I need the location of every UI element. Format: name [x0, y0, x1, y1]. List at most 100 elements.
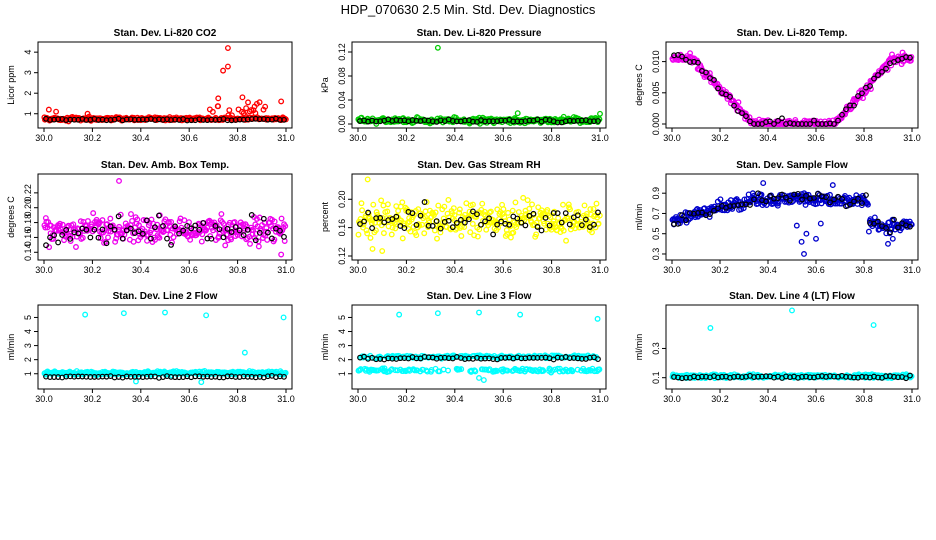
overlay-point	[152, 224, 158, 231]
overlay-point	[855, 195, 861, 202]
x-tick-label: 30.6	[180, 133, 198, 143]
overlay-point	[831, 121, 837, 127]
overlay-point	[172, 223, 178, 230]
overlay-point	[445, 217, 452, 224]
overlay-point	[811, 117, 817, 124]
overlay-point	[55, 239, 62, 246]
x-tick-label: 30.6	[180, 394, 198, 404]
data-point	[364, 176, 371, 183]
data-point	[468, 367, 475, 374]
data-point	[77, 218, 84, 225]
y-tick-label: 0.18	[23, 214, 33, 232]
y-axis-label: ml/min	[6, 334, 16, 361]
x-tick-label: 31.0	[277, 133, 295, 143]
overlay-point	[779, 115, 785, 122]
overlay-point	[87, 234, 94, 241]
overlay-point	[558, 219, 565, 226]
x-tick-label: 30.4	[132, 133, 150, 143]
series-main	[669, 180, 915, 257]
data-point	[515, 209, 522, 215]
overlay-point	[518, 219, 525, 226]
data-point	[97, 235, 104, 242]
data-point	[359, 207, 366, 214]
overlay-point	[703, 69, 709, 76]
x-tick-label: 30.0	[349, 265, 367, 275]
data-point	[84, 110, 91, 117]
data-point	[181, 217, 188, 224]
x-tick-label: 30.2	[398, 133, 416, 143]
data-point	[233, 223, 240, 230]
overlay-point	[103, 240, 110, 247]
panel-title: Stan. Dev. Line 3 Flow	[427, 291, 532, 302]
data-point	[865, 201, 871, 208]
data-point	[596, 366, 603, 373]
overlay-point	[562, 210, 569, 217]
data-point	[220, 67, 227, 74]
data-point	[434, 44, 441, 51]
data-point	[56, 220, 63, 227]
overlay-point	[875, 218, 881, 225]
overlay-point	[867, 83, 873, 89]
overlay-point	[453, 220, 460, 226]
data-point	[479, 200, 486, 207]
data-point	[692, 214, 699, 221]
data-point	[224, 63, 231, 70]
data-point	[226, 107, 233, 114]
data-point	[389, 224, 396, 231]
overlay-point	[401, 225, 408, 232]
overlay-point	[188, 225, 195, 232]
y-tick-label: 0.000	[651, 113, 661, 136]
data-point	[243, 105, 250, 112]
data-point	[587, 206, 594, 213]
data-point	[560, 227, 567, 234]
overlay-point	[369, 225, 376, 231]
x-tick-label: 30.4	[132, 394, 150, 404]
series-overlay	[357, 116, 601, 126]
data-point	[187, 236, 194, 243]
overlay-point	[591, 221, 597, 228]
data-point	[364, 230, 371, 237]
x-tick-label: 30.6	[807, 133, 825, 143]
data-point	[540, 367, 547, 374]
x-tick-label: 30.8	[229, 265, 247, 275]
data-point	[512, 199, 519, 206]
data-point	[867, 86, 874, 92]
data-point	[358, 200, 365, 207]
data-point	[789, 307, 795, 314]
overlay-point	[429, 222, 436, 229]
y-tick-label: 4	[23, 50, 33, 55]
overlay-point	[755, 190, 761, 197]
overlay-point	[147, 235, 154, 242]
data-point	[278, 251, 285, 258]
series-main	[41, 45, 289, 125]
series-main	[355, 309, 603, 384]
data-point	[436, 222, 443, 229]
data-point	[423, 199, 430, 206]
data-point	[443, 223, 450, 230]
data-point	[248, 107, 255, 113]
data-point	[431, 227, 438, 234]
data-point	[271, 218, 278, 225]
data-point	[594, 315, 601, 322]
y-tick-label: 2	[337, 357, 347, 362]
overlay-point	[281, 373, 287, 380]
overlay-point	[365, 209, 371, 216]
overlay-point	[514, 215, 521, 222]
data-point	[509, 207, 516, 214]
data-point	[871, 214, 878, 221]
data-point	[239, 94, 246, 101]
x-tick-label: 30.0	[663, 265, 681, 275]
data-point	[801, 251, 807, 257]
overlay-point	[699, 209, 705, 216]
data-point	[483, 226, 490, 233]
y-tick-label: 0.20	[23, 199, 33, 217]
x-tick-label: 31.0	[591, 133, 609, 143]
data-point	[889, 235, 896, 242]
overlay-point	[461, 219, 468, 226]
data-point	[140, 217, 147, 223]
data-point	[413, 232, 420, 239]
data-point	[510, 229, 517, 236]
overlay-point	[522, 222, 529, 229]
overlay-point	[887, 229, 893, 236]
y-tick-label: 0.1	[651, 371, 661, 384]
